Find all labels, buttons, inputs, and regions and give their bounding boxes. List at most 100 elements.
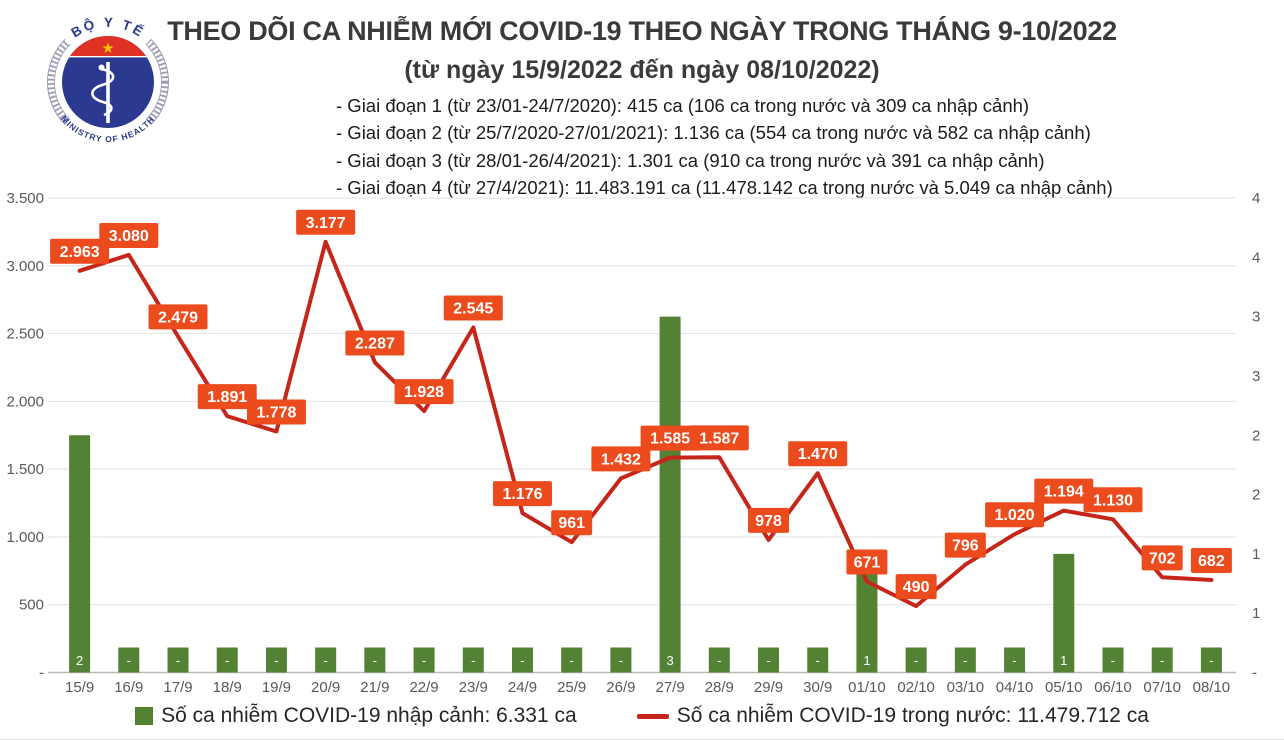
bar-value-label: - [766, 653, 770, 668]
imported-cases-bar [413, 647, 435, 673]
left-axis-tick-label: 3.000 [6, 258, 44, 275]
callout-value: 2.963 [60, 244, 100, 261]
right-axis-tick-label: 4 [1252, 190, 1260, 207]
point-callout: 2.287 [345, 330, 405, 356]
imported-cases-bar [167, 647, 189, 673]
point-callout: 1.470 [788, 441, 848, 467]
callout-value: 1.470 [798, 446, 838, 463]
x-axis-label: 03/10 [947, 679, 985, 696]
callout-value: 1.585 [650, 431, 690, 448]
callout-value: 1.432 [601, 451, 641, 468]
page-title: THEO DÕI CA NHIỄM MỚI COVID-19 THEO NGÀY… [167, 16, 1117, 46]
point-callout: 2.963 [50, 238, 110, 264]
imported-cases-bar [1200, 647, 1222, 673]
callout-box [345, 330, 405, 356]
x-axis-label: 02/10 [897, 679, 935, 696]
left-axis-tick-label: 1.500 [6, 461, 44, 478]
imported-cases-bar [561, 647, 583, 673]
x-axis-label: 04/10 [996, 679, 1034, 696]
point-callout: 490 [895, 574, 937, 600]
callout-box [591, 446, 651, 472]
bar-value-label: - [963, 653, 967, 668]
page-subtitle: (từ ngày 15/9/2022 đến ngày 08/10/2022) [404, 56, 880, 84]
phase-3-line: - Giai đoạn 3 (từ 28/01-26/4/2021): 1.30… [336, 149, 1045, 171]
callout-box [1190, 548, 1232, 574]
bar-value-label: - [422, 653, 426, 668]
right-axis-tick-label: - [1252, 665, 1257, 682]
x-axis-label: 21/9 [360, 679, 389, 696]
imported-cases-bar [954, 647, 976, 673]
right-axis-tick-label: 3 [1252, 309, 1260, 326]
covid-daily-cases-chart: 3.5003.0002.5002.0001.5001.000500-443322… [6, 190, 1260, 696]
callout-box [944, 532, 986, 558]
phase-4-line: - Giai đoạn 4 (từ 27/4/2021): 11.483.191… [336, 177, 1113, 199]
x-axis-label: 28/9 [705, 679, 734, 696]
callout-box [394, 379, 454, 405]
callout-box [148, 304, 208, 330]
left-axis-tick-label: 3.500 [6, 190, 44, 207]
chart-legend: Số ca nhiễm COVID-19 nhập cảnh: 6.331 ca… [0, 704, 1284, 728]
callout-box [296, 209, 356, 235]
callout-box [1083, 487, 1143, 513]
point-callout: 2.479 [148, 304, 208, 330]
left-axis-tick-label: 2.500 [6, 326, 44, 343]
bar-value-label: - [1012, 653, 1016, 668]
imported-cases-bar [1053, 553, 1075, 673]
bar-value-label: 1 [863, 653, 870, 668]
point-callout: 671 [846, 549, 888, 575]
point-callout: 3.080 [99, 222, 159, 248]
imported-cases-bar [462, 647, 484, 673]
right-axis-tick-label: 4 [1252, 249, 1260, 266]
imported-cases-swatch [135, 707, 154, 725]
callout-value: 682 [1198, 553, 1225, 570]
right-axis-tick-label: 3 [1252, 368, 1260, 385]
callout-box [640, 425, 700, 451]
callout-box [492, 481, 552, 507]
x-axis-label: 15/9 [65, 679, 94, 696]
phase-1-line: - Giai đoạn 1 (từ 23/01-24/7/2020): 415 … [336, 95, 1030, 116]
point-callout: 1.194 [1034, 478, 1094, 504]
imported-cases-bar [1151, 647, 1173, 673]
point-callout: 1.432 [591, 446, 651, 472]
callout-box [1034, 478, 1094, 504]
x-axis-label: 29/9 [754, 679, 783, 696]
bar-value-label: 1 [1060, 653, 1067, 668]
callout-box [895, 574, 937, 600]
left-axis-tick-label: 2.000 [6, 393, 44, 410]
point-callout: 3.177 [296, 209, 356, 235]
imported-cases-bar [708, 647, 730, 673]
callout-box [551, 510, 593, 536]
legend-imported-label: Số ca nhiễm COVID-19 nhập cảnh: 6.331 ca [161, 704, 577, 727]
point-callout: 1.176 [492, 481, 552, 507]
imported-cases-bar [758, 647, 780, 673]
bar-value-label: - [274, 653, 278, 668]
callout-box [246, 399, 306, 425]
legend-domestic-label: Số ca nhiễm COVID-19 trong nước: 11.479.… [676, 704, 1149, 727]
x-axis-label: 22/9 [409, 679, 438, 696]
callout-box [689, 425, 749, 451]
right-axis-tick-label: 1 [1252, 605, 1260, 622]
bar-value-label: - [127, 653, 131, 668]
bar-value-label: - [1160, 653, 1164, 668]
x-axis-label: 05/10 [1045, 679, 1083, 696]
callout-value: 1.928 [404, 384, 444, 401]
imported-cases-bar [265, 647, 287, 673]
point-callout: 1.891 [197, 384, 257, 410]
point-callout: 2.545 [443, 295, 503, 321]
legend-item-imported: Số ca nhiễm COVID-19 nhập cảnh: 6.331 ca [135, 704, 577, 728]
callout-box [99, 222, 159, 248]
point-callout: 1.020 [985, 502, 1045, 528]
x-axis-label: 20/9 [311, 679, 340, 696]
callout-box [443, 295, 503, 321]
x-axis-label: 25/9 [557, 679, 586, 696]
imported-cases-bar [69, 435, 91, 673]
point-callout: 1.587 [689, 425, 749, 451]
callout-box [748, 507, 790, 533]
x-axis-label: 19/9 [262, 679, 291, 696]
x-axis-label: 16/9 [114, 679, 143, 696]
callout-value: 2.545 [453, 300, 493, 317]
phase-summary-list: - Giai đoạn 1 (từ 23/01-24/7/2020): 415 … [336, 92, 1113, 202]
imported-cases-bar [1102, 647, 1124, 673]
callout-value: 490 [903, 579, 930, 596]
